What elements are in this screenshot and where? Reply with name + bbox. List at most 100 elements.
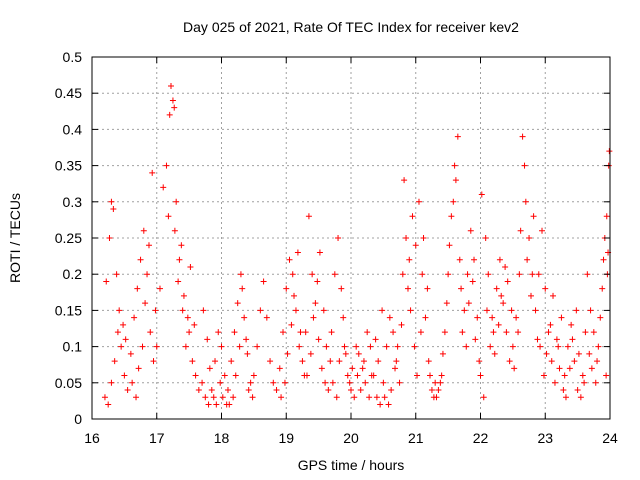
data-point	[489, 314, 496, 321]
data-point	[456, 256, 463, 263]
data-point	[121, 372, 128, 379]
data-point	[163, 162, 170, 169]
data-point	[600, 256, 607, 263]
data-point	[571, 358, 578, 365]
data-point	[200, 307, 207, 314]
data-point	[422, 314, 429, 321]
data-point	[603, 372, 610, 379]
data-point	[390, 329, 397, 336]
data-point	[167, 82, 174, 89]
data-point	[392, 365, 399, 372]
data-point	[208, 387, 215, 394]
data-point	[149, 169, 156, 176]
x-tick-label: 20	[343, 430, 359, 446]
data-point	[372, 336, 379, 343]
data-point	[435, 387, 442, 394]
data-point	[459, 329, 466, 336]
data-point	[260, 278, 267, 285]
data-point	[140, 227, 147, 234]
data-point	[153, 343, 160, 350]
data-point	[338, 285, 345, 292]
data-point	[595, 343, 602, 350]
data-point	[348, 387, 354, 394]
data-point	[597, 314, 604, 321]
data-point	[452, 177, 459, 184]
data-point	[286, 256, 293, 263]
data-point	[327, 358, 334, 365]
data-point	[398, 321, 405, 328]
data-point	[328, 329, 335, 336]
data-point	[399, 271, 406, 278]
data-point	[547, 321, 554, 328]
data-point	[469, 278, 476, 285]
data-point	[101, 394, 108, 401]
data-point	[403, 235, 410, 241]
data-point	[539, 227, 546, 234]
data-point	[165, 213, 172, 220]
data-point	[496, 256, 503, 263]
data-point	[191, 321, 198, 328]
data-point	[553, 336, 560, 343]
data-point	[329, 379, 336, 386]
data-point	[380, 379, 387, 386]
data-point	[584, 271, 591, 278]
data-point	[594, 358, 601, 365]
data-point	[463, 343, 470, 350]
data-point	[577, 394, 584, 401]
data-point	[412, 242, 419, 249]
data-point	[270, 379, 277, 386]
data-point	[127, 350, 134, 357]
data-point	[284, 350, 291, 357]
data-point	[592, 379, 599, 386]
data-point	[283, 285, 290, 292]
data-point	[205, 401, 212, 408]
data-point	[131, 314, 138, 321]
data-point	[292, 307, 299, 314]
data-point	[495, 321, 502, 328]
data-point	[187, 263, 194, 270]
data-point	[383, 343, 390, 350]
x-tick-label: 18	[214, 430, 230, 446]
data-point	[603, 213, 610, 220]
data-point	[186, 329, 193, 336]
data-point	[375, 358, 382, 365]
data-point	[498, 292, 505, 299]
data-point	[521, 162, 528, 169]
data-point	[217, 379, 224, 386]
x-tick-label: 23	[537, 430, 553, 446]
data-point	[582, 329, 589, 336]
data-point	[267, 358, 274, 365]
data-point	[210, 394, 217, 401]
x-tick-label: 21	[408, 430, 424, 446]
data-point	[543, 350, 550, 357]
data-point	[476, 358, 483, 365]
data-point	[341, 343, 348, 350]
data-point	[230, 394, 237, 401]
data-point	[310, 314, 317, 321]
y-tick-label: 0.5	[63, 49, 83, 65]
data-point	[204, 336, 211, 343]
data-point	[289, 271, 296, 278]
data-point	[482, 235, 489, 241]
data-point	[511, 365, 518, 372]
data-point	[243, 336, 250, 343]
data-point	[417, 329, 424, 336]
data-point	[386, 314, 393, 321]
data-point	[325, 387, 332, 394]
x-tick-label: 16	[84, 430, 100, 446]
x-tick-label: 17	[149, 430, 165, 446]
data-point	[575, 350, 582, 357]
data-point	[250, 372, 257, 379]
data-point	[500, 300, 507, 307]
data-point	[291, 292, 298, 299]
data-point	[461, 307, 468, 314]
data-point	[224, 387, 231, 394]
data-point	[381, 394, 388, 401]
data-point	[560, 387, 567, 394]
data-point	[294, 249, 301, 256]
data-point	[316, 249, 323, 256]
data-point	[491, 350, 498, 357]
data-point	[314, 278, 321, 285]
data-point	[450, 198, 457, 205]
data-point	[139, 343, 146, 350]
